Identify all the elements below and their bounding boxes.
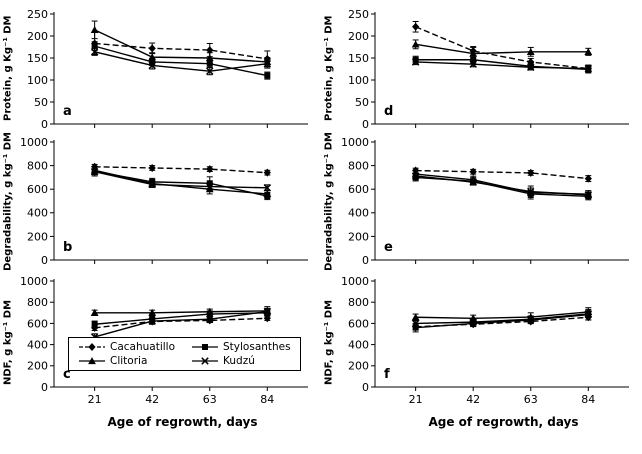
svg-text:0: 0 [41, 118, 48, 131]
svg-text:400: 400 [27, 207, 48, 220]
chart-a: 0 50 100 150 200 250 a [27, 8, 308, 131]
svg-text:200: 200 [348, 360, 369, 373]
panel-b: Degradability, g kg⁻¹ DM 0 200 400 600 800 10… [0, 132, 321, 271]
svg-text:1000: 1000 [341, 275, 369, 288]
legend-item-stylosanthes: Stylosanthes [191, 341, 291, 353]
svg-text:c: c [63, 367, 71, 382]
clitoria-marker-icon [79, 357, 105, 365]
figure-grid: Protein, g Kg⁻¹ DM 0 50 100 150 200 250 a Prot… [0, 4, 642, 429]
svg-text:0: 0 [362, 381, 369, 394]
y-axis-label-d: Protein, g Kg⁻¹ DM [323, 15, 335, 121]
svg-text:250: 250 [27, 8, 48, 21]
svg-text:a: a [63, 104, 72, 119]
panel-c: NDF, g kg⁻¹ DM 0 200 400 600 800 1000 21 42 63 84… [0, 271, 321, 429]
svg-text:0: 0 [41, 381, 48, 394]
legend: Cacahuatillo Stylosanthes Clitoria Kudzú [68, 336, 301, 371]
svg-text:1000: 1000 [341, 136, 369, 149]
x-axis-label-left: Age of regrowth, days [107, 414, 258, 429]
kudzu-marker-icon [192, 357, 219, 365]
legend-label: Kudzú [223, 354, 255, 367]
cacahuatillo-marker-icon [79, 342, 105, 351]
svg-text:400: 400 [348, 338, 369, 351]
svg-text:42: 42 [466, 393, 480, 406]
svg-text:42: 42 [145, 393, 159, 406]
svg-text:200: 200 [348, 30, 369, 43]
svg-text:600: 600 [348, 183, 369, 196]
svg-text:100: 100 [348, 74, 369, 87]
legend-label: Cacahuatillo [110, 340, 176, 353]
panel-a: Protein, g Kg⁻¹ DM 0 50 100 150 200 250 a [0, 4, 321, 132]
svg-text:800: 800 [27, 296, 48, 309]
legend-item-cacahuatillo: Cacahuatillo [78, 341, 175, 353]
legend-item-clitoria: Clitoria [78, 355, 175, 367]
svg-text:50: 50 [355, 96, 369, 109]
svg-text:400: 400 [27, 338, 48, 351]
legend-label: Clitoria [110, 354, 148, 367]
stylosanthes-marker-icon [192, 343, 219, 350]
svg-text:b: b [63, 240, 72, 255]
svg-text:63: 63 [203, 393, 217, 406]
svg-text:200: 200 [348, 230, 369, 243]
legend-item-kudzu: Kudzú [191, 355, 291, 367]
chart-d: 0 50 100 150 200 250 d [348, 8, 629, 131]
svg-text:1000: 1000 [20, 136, 48, 149]
chart-b: 0 200 400 600 800 1000 b [20, 136, 308, 267]
svg-text:400: 400 [348, 207, 369, 220]
y-axis-label-e: Degradability, g kg⁻¹ DM [323, 132, 335, 271]
svg-text:100: 100 [27, 74, 48, 87]
svg-text:21: 21 [409, 393, 423, 406]
svg-text:84: 84 [260, 393, 274, 406]
chart-c: 0 200 400 600 800 1000 21 42 63 84 c [20, 275, 308, 406]
svg-text:200: 200 [27, 230, 48, 243]
chart-f: 0 200 400 600 800 1000 21 42 63 84 f [341, 275, 629, 406]
x-axis-label-right: Age of regrowth, days [428, 414, 579, 429]
legend-label: Stylosanthes [223, 340, 291, 353]
svg-text:0: 0 [362, 254, 369, 267]
svg-text:50: 50 [34, 96, 48, 109]
panel-e: Degradability, g kg⁻¹ DM 0 200 400 600 800 10… [321, 132, 642, 271]
svg-text:800: 800 [27, 159, 48, 172]
svg-text:150: 150 [27, 52, 48, 65]
svg-text:800: 800 [348, 296, 369, 309]
svg-text:63: 63 [524, 393, 538, 406]
chart-e: 0 200 400 600 800 1000 e [341, 136, 629, 267]
svg-text:800: 800 [348, 159, 369, 172]
svg-text:200: 200 [27, 30, 48, 43]
y-axis-label-c: NDF, g kg⁻¹ DM [2, 299, 14, 385]
y-axis-label-f: NDF, g kg⁻¹ DM [323, 299, 335, 385]
panel-d: Protein, g Kg⁻¹ DM 0 50 100 150 200 250 d [321, 4, 642, 132]
svg-text:84: 84 [581, 393, 595, 406]
svg-text:0: 0 [41, 254, 48, 267]
svg-text:e: e [384, 240, 393, 255]
svg-text:600: 600 [27, 183, 48, 196]
svg-text:21: 21 [88, 393, 102, 406]
svg-text:600: 600 [27, 317, 48, 330]
svg-text:1000: 1000 [20, 275, 48, 288]
y-axis-label-b: Degradability, g kg⁻¹ DM [2, 132, 14, 271]
svg-text:600: 600 [348, 317, 369, 330]
svg-text:d: d [384, 104, 393, 119]
svg-text:200: 200 [27, 360, 48, 373]
svg-text:250: 250 [348, 8, 369, 21]
panel-f: NDF, g kg⁻¹ DM 0 200 400 600 800 1000 21 42 63 84… [321, 271, 642, 429]
svg-text:150: 150 [348, 52, 369, 65]
svg-text:f: f [384, 367, 390, 382]
svg-text:0: 0 [362, 118, 369, 131]
y-axis-label-a: Protein, g Kg⁻¹ DM [2, 15, 14, 121]
